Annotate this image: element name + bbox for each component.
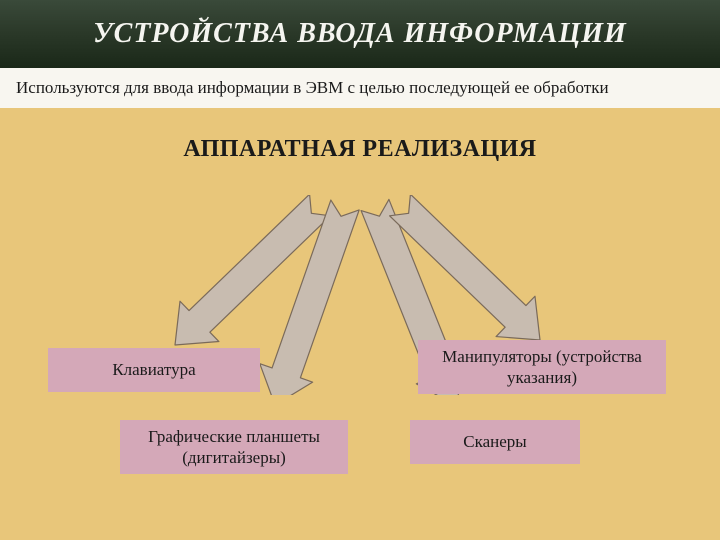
box-scanners: Сканеры bbox=[410, 420, 580, 464]
title-bar: УСТРОЙСТВА ВВОДА ИНФОРМАЦИИ bbox=[0, 0, 720, 68]
subtitle-text: Используются для ввода информации в ЭВМ … bbox=[16, 78, 609, 97]
box-label: Сканеры bbox=[463, 431, 526, 452]
box-keyboard: Клавиатура bbox=[48, 348, 260, 392]
box-tablets: Графические планшеты (дигитайзеры) bbox=[120, 420, 348, 474]
subtitle-bar: Используются для ввода информации в ЭВМ … bbox=[0, 68, 720, 108]
box-manipulators: Манипуляторы (устройства указания) bbox=[418, 340, 666, 394]
box-label: Графические планшеты (дигитайзеры) bbox=[131, 426, 337, 469]
page-title: УСТРОЙСТВА ВВОДА ИНФОРМАЦИИ bbox=[93, 18, 627, 50]
box-label: Клавиатура bbox=[112, 359, 195, 380]
section-title: АППАРАТНАЯ РЕАЛИЗАЦИЯ bbox=[0, 136, 720, 163]
box-label: Манипуляторы (устройства указания) bbox=[429, 346, 655, 389]
